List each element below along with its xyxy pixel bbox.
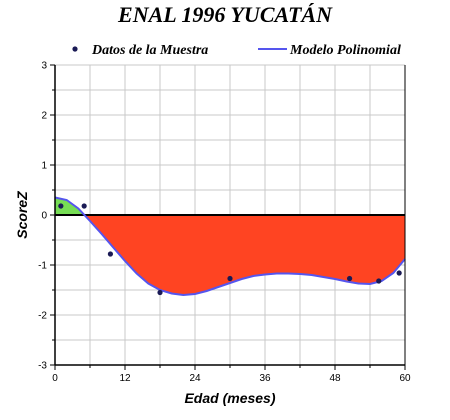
fill-area-above-zero [55, 197, 85, 215]
model-curve [54, 196, 406, 297]
y-tick-label: 1 [41, 161, 47, 172]
data-point [157, 289, 163, 296]
x-tick-label: 36 [259, 373, 271, 384]
x-tick-label: 60 [399, 373, 411, 384]
data-point [376, 278, 382, 284]
legend-label-model: Modelo Polinomial [289, 43, 401, 58]
y-tick-label: -2 [38, 311, 47, 322]
x-tick-label: 24 [189, 373, 201, 384]
chart-title: ENAL 1996 YUCATÁN [118, 2, 332, 27]
y-tick-label: 0 [41, 211, 47, 222]
y-tick-label: -3 [38, 361, 47, 372]
data-point [346, 275, 353, 282]
data-point [227, 275, 233, 282]
y-tick-label: -1 [38, 261, 47, 272]
x-tick-label: 0 [52, 373, 58, 384]
y-tick-label: 2 [41, 111, 47, 122]
x-tick-label: 12 [119, 373, 131, 384]
fill-area-below-zero [84, 215, 406, 295]
legend-label-sample: Datos de la Muestra [91, 43, 208, 58]
y-axis-title: ScoreZ [14, 191, 30, 239]
data-point [81, 203, 87, 209]
legend-marker-sample [72, 46, 78, 52]
data-point [396, 270, 402, 276]
x-tick-label: 48 [329, 373, 341, 384]
y-tick-label: 3 [41, 61, 47, 72]
data-point [107, 251, 114, 257]
data-point [58, 203, 64, 209]
x-axis-title: Edad (meses) [184, 390, 275, 406]
